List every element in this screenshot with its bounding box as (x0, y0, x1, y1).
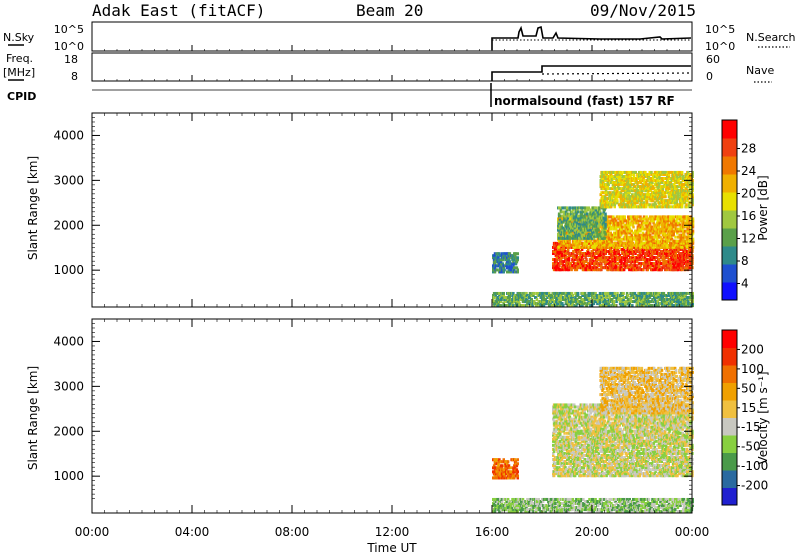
freq-label-2: [MHz] (3, 66, 35, 79)
power-heatmap (492, 171, 694, 307)
heatmap-cell (604, 212, 607, 215)
nave-tick-bottom: 0 (706, 70, 713, 83)
heatmap-cell (604, 233, 607, 236)
heatmap-cell (533, 292, 536, 295)
heatmap-cell (503, 292, 506, 295)
nave-label: Nave (746, 64, 774, 77)
heatmap-cell (597, 229, 600, 232)
freq-tick-bottom: 8 (71, 70, 78, 83)
nsearch-tick-top: 10^5 (705, 23, 735, 36)
nsky-tick-bottom: 10^0 (54, 40, 84, 53)
nsky-tick-top: 10^5 (54, 23, 84, 36)
nsky-label: N.Sky (3, 31, 35, 44)
heatmap-cell (572, 294, 575, 297)
nave-tick-top: 60 (706, 53, 720, 66)
beam-title: Beam 20 (356, 1, 423, 20)
heatmap-cell (650, 171, 653, 174)
heatmap-cell (613, 300, 616, 303)
heatmap-cell (503, 268, 506, 271)
heatmap-cell (603, 237, 606, 240)
heatmap-cell (664, 195, 667, 198)
heatmap-cell (627, 294, 630, 297)
heatmap-cell (604, 223, 607, 226)
heatmap-cell (496, 268, 499, 271)
heatmap-cell (645, 215, 648, 218)
heatmap-cell (598, 206, 601, 209)
heatmap-cell (595, 206, 598, 209)
heatmap-cell (618, 250, 621, 253)
heatmap-cell (589, 229, 592, 232)
heatmap-cell (566, 206, 569, 209)
heatmap-cell (674, 236, 677, 239)
heatmap-cell (559, 215, 562, 218)
heatmap-cell (616, 199, 619, 202)
freq-tick-top: 18 (64, 53, 78, 66)
heatmap-cell (622, 292, 625, 295)
nsearch-tick-bottom: 10^0 (705, 40, 735, 53)
heatmap-cell (624, 215, 627, 218)
heatmap-cell (681, 171, 684, 174)
heatmap-cell (585, 258, 588, 261)
heatmap-cell (685, 203, 688, 206)
heatmap-cell (610, 226, 613, 229)
heatmap-cell (577, 292, 580, 295)
freq-label-1: Freq. (6, 52, 33, 65)
heatmap-cell (517, 252, 520, 255)
heatmap-cell (597, 219, 600, 222)
heatmap-cell (632, 226, 635, 229)
cpid-label: CPID (7, 90, 36, 103)
nave-trace (542, 73, 691, 74)
heatmap-cell (599, 292, 602, 295)
station-title: Adak East (fitACF) (92, 1, 265, 20)
cpid-text: normalsound (fast) 157 RF (494, 94, 675, 108)
heatmap-cell (517, 256, 520, 259)
date-title: 09/Nov/2015 (590, 1, 696, 20)
heatmap-cell (670, 205, 673, 208)
heatmap-cell (517, 268, 520, 271)
heatmap-cell (569, 206, 572, 209)
nsearch-label: N.Search (746, 31, 796, 44)
